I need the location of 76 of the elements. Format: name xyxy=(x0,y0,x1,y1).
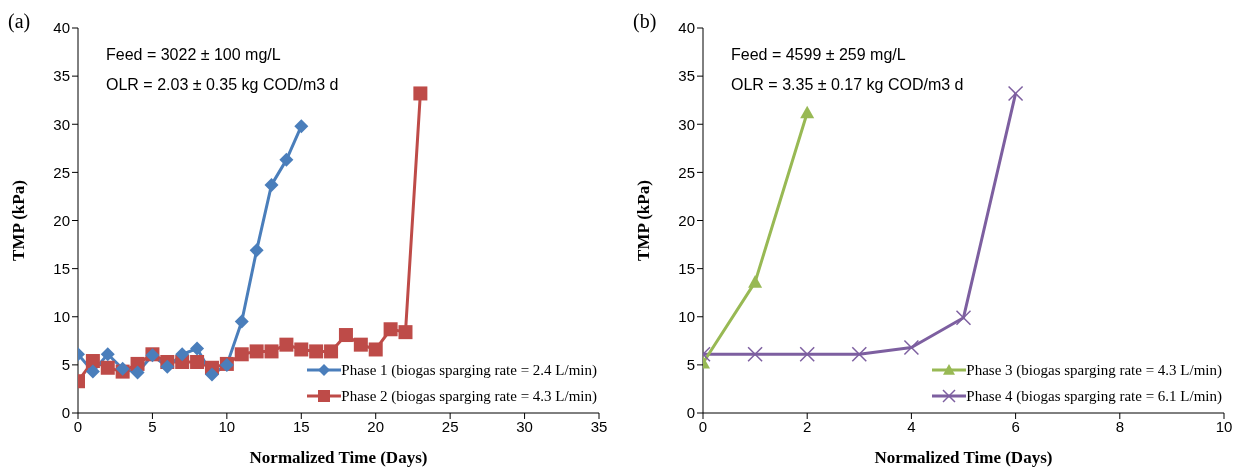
point xyxy=(190,341,205,356)
annotation: OLR = 3.35 ± 0.17 kg COD/m3 d xyxy=(731,75,964,95)
x-axis-title: Normalized Time (Days) xyxy=(874,448,1053,467)
y-tick-label: 25 xyxy=(53,163,70,181)
legend-label: Phase 1 (biogas sparging rate = 2.4 L/min) xyxy=(341,361,597,380)
point xyxy=(338,328,353,343)
x-tick-label: 8 xyxy=(1115,417,1124,435)
point xyxy=(264,344,279,359)
x-tick-label: 20 xyxy=(367,417,385,435)
y-tick-label: 0 xyxy=(61,404,70,422)
chart-title: (a) xyxy=(8,10,31,33)
point xyxy=(324,344,339,359)
x-tick-label: 30 xyxy=(516,417,533,435)
point xyxy=(204,367,219,382)
point xyxy=(413,86,428,101)
point xyxy=(100,347,115,362)
x-tick-label: 0 xyxy=(73,417,83,435)
annotation: OLR = 2.03 ± 0.35 kg COD/m3 d xyxy=(106,75,339,95)
legend-label: Phase 3 (biogas sparging rate = 4.3 L/min) xyxy=(966,361,1222,380)
point xyxy=(85,364,100,379)
y-axis-title: TMP (kPa) xyxy=(634,180,654,261)
x-tick-label: 5 xyxy=(148,417,157,435)
point xyxy=(175,347,190,362)
point xyxy=(279,152,294,167)
y-tick-label: 25 xyxy=(678,163,695,181)
point xyxy=(279,337,294,352)
y-tick-label: 30 xyxy=(53,115,70,133)
point xyxy=(130,365,145,380)
x-tick-label: 4 xyxy=(907,417,916,435)
annotation: Feed = 4599 ± 259 mg/L xyxy=(731,45,907,65)
annotation: Feed = 3022 ± 100 mg/L xyxy=(106,45,282,65)
y-tick-label: 0 xyxy=(686,404,695,422)
point xyxy=(264,177,279,192)
point xyxy=(294,342,309,357)
x-tick-label: 6 xyxy=(1011,417,1020,435)
y-tick-label: 35 xyxy=(678,67,695,85)
x-axis-title: Normalized Time (Days) xyxy=(249,448,428,467)
y-tick-label: 15 xyxy=(678,259,695,277)
y-tick-label: 20 xyxy=(678,211,695,229)
point xyxy=(353,337,368,352)
point xyxy=(294,119,309,134)
x-tick-label: 2 xyxy=(803,417,812,435)
point xyxy=(249,344,264,359)
x-tick-label: 10 xyxy=(218,417,236,435)
point xyxy=(234,347,249,362)
legend-label: Phase 4 (biogas sparging rate = 6.1 L/min) xyxy=(966,387,1222,406)
point xyxy=(398,325,413,340)
point xyxy=(383,322,398,337)
y-tick-label: 35 xyxy=(53,67,70,85)
point xyxy=(309,344,324,359)
chart-title: (b) xyxy=(633,10,657,33)
y-tick-label: 10 xyxy=(53,308,70,326)
point xyxy=(249,243,264,258)
y-axis-title: TMP (kPa) xyxy=(9,180,29,261)
point xyxy=(234,314,249,329)
y-tick-label: 40 xyxy=(678,19,695,37)
y-tick-label: 40 xyxy=(53,19,70,37)
y-tick-label: 15 xyxy=(53,259,70,277)
point xyxy=(368,342,383,357)
legend-label: Phase 2 (biogas sparging rate = 4.3 L/min) xyxy=(341,387,597,406)
point xyxy=(160,359,175,374)
point xyxy=(800,105,815,119)
y-tick-label: 10 xyxy=(678,308,695,326)
y-tick-label: 30 xyxy=(678,115,695,133)
x-tick-label: 10 xyxy=(1215,417,1233,435)
x-tick-label: 35 xyxy=(590,417,608,435)
point xyxy=(85,354,100,369)
point xyxy=(100,360,115,375)
y-tick-label: 20 xyxy=(53,211,70,229)
x-tick-label: 0 xyxy=(698,417,708,435)
y-tick-label: 5 xyxy=(61,356,70,374)
y-tick-label: 5 xyxy=(686,356,695,374)
x-tick-label: 15 xyxy=(292,417,310,435)
point xyxy=(190,354,205,369)
x-tick-label: 25 xyxy=(441,417,459,435)
point xyxy=(748,275,763,288)
